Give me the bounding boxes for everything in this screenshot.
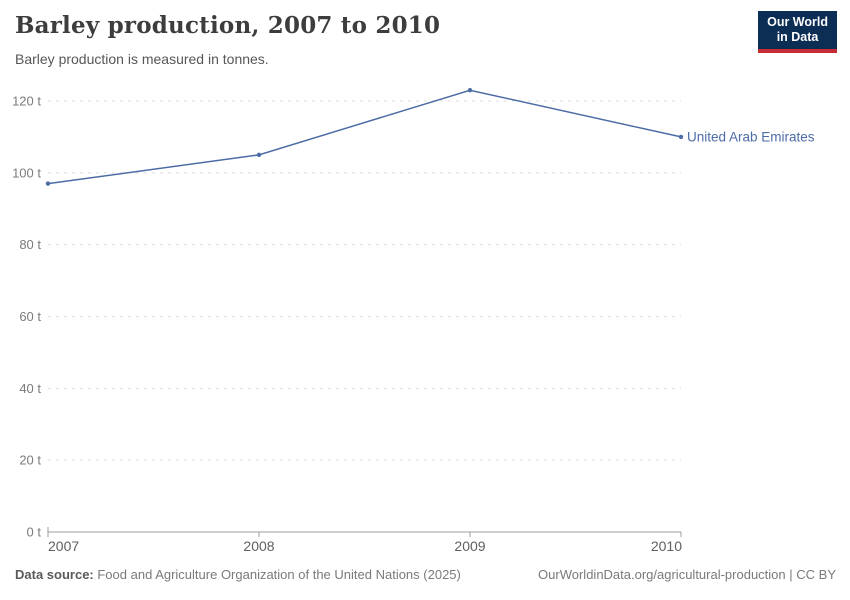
- data-source-text: Food and Agriculture Organization of the…: [93, 567, 461, 582]
- y-tick-label: 0 t: [27, 525, 42, 540]
- data-point[interactable]: [678, 134, 684, 140]
- x-tick-label: 2009: [454, 538, 485, 554]
- footer-link-area: OurWorldinData.org/agricultural-producti…: [538, 567, 836, 582]
- y-tick-label: 40 t: [19, 381, 41, 396]
- data-point[interactable]: [45, 181, 51, 186]
- data-point[interactable]: [256, 152, 262, 158]
- x-tick-label: 2007: [48, 538, 79, 554]
- owid-logo-line2: in Data: [776, 30, 819, 44]
- data-source-note[interactable]: Data source: Food and Agriculture Organi…: [15, 567, 461, 582]
- page-subtitle: Barley production is measured in tonnes.: [15, 51, 269, 67]
- y-tick-label: 80 t: [19, 237, 41, 252]
- data-point[interactable]: [467, 88, 473, 93]
- x-tick-label: 2010: [651, 538, 682, 554]
- owid-url-link[interactable]: OurWorldinData.org/agricultural-producti…: [538, 567, 786, 582]
- footer-separator: |: [785, 567, 797, 582]
- series-label: United Arab Emirates: [687, 129, 815, 144]
- owid-logo[interactable]: Our World in Data: [758, 11, 837, 53]
- y-tick-label: 100 t: [12, 165, 41, 180]
- chart-footer: Data source: Food and Agriculture Organi…: [15, 567, 836, 582]
- y-tick-label: 60 t: [19, 309, 41, 324]
- y-tick-label: 20 t: [19, 453, 41, 468]
- page-title: Barley production, 2007 to 2010: [15, 12, 441, 39]
- series-line[interactable]: [47, 89, 682, 185]
- data-source-label: Data source:: [15, 567, 94, 582]
- series-united-arab-emirates[interactable]: United Arab Emirates: [45, 88, 815, 186]
- license-label[interactable]: CC BY: [796, 567, 836, 582]
- y-tick-label: 120 t: [12, 94, 41, 109]
- owid-logo-line1: Our World: [767, 15, 828, 29]
- x-tick-label: 2008: [243, 538, 274, 554]
